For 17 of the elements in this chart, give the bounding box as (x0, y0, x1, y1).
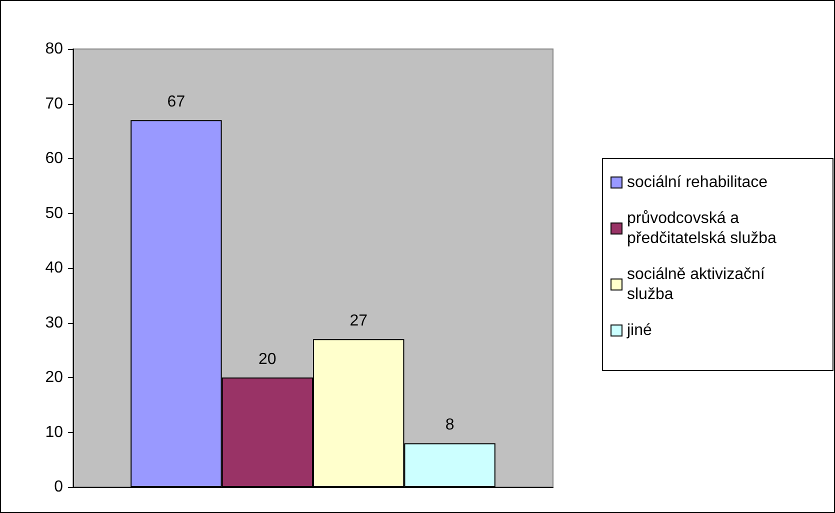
data-label: 20 (258, 351, 276, 368)
data-label: 27 (350, 312, 368, 330)
y-tick-label: 30 (45, 314, 64, 332)
y-tick-label: 20 (45, 369, 64, 386)
legend-label: sociálně aktivizační služba (627, 266, 770, 303)
y-tick-label: 0 (54, 478, 64, 496)
legend-label: průvodcovská a předčitatelská služba (627, 210, 777, 247)
data-label: 67 (167, 94, 186, 111)
y-tick-label: 40 (45, 260, 64, 276)
y-tick-label: 80 (45, 40, 64, 58)
y-tick-label: 50 (45, 204, 64, 222)
data-label: 8 (445, 416, 454, 434)
y-tick-label: 60 (45, 150, 64, 167)
y-tick-label: 70 (45, 95, 64, 112)
y-tick-label: 10 (45, 424, 64, 441)
legend-label: jiné (626, 322, 652, 339)
legend-label: sociální rehabilitace (627, 174, 768, 191)
